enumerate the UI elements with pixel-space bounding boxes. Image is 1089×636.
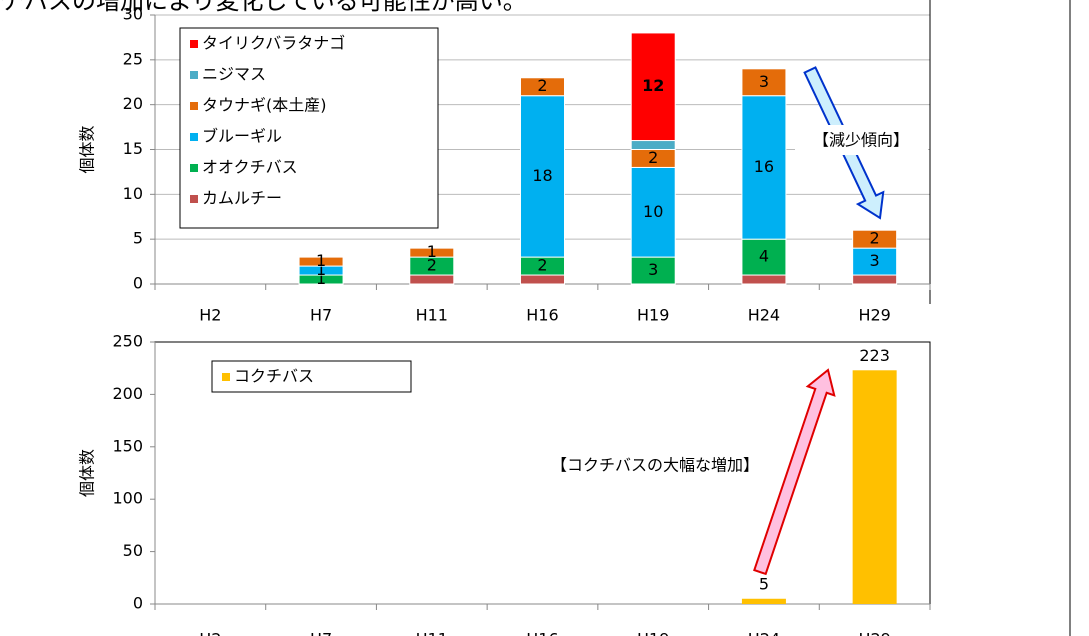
x-tick-label: H11 — [416, 630, 448, 636]
bar — [852, 370, 897, 604]
y-tick-label: 5 — [133, 229, 143, 248]
data-label: 4 — [759, 247, 769, 266]
x-tick-label: H2 — [199, 306, 221, 325]
x-tick-label: H24 — [748, 306, 780, 325]
y-tick-label: 20 — [123, 94, 143, 113]
legend-swatch — [190, 195, 198, 203]
x-tick-label: H29 — [858, 630, 890, 636]
y-tick-label: 250 — [112, 332, 143, 351]
x-tick-label: H2 — [199, 630, 221, 636]
y-tick-label: 100 — [112, 489, 143, 508]
data-label: 5 — [759, 574, 769, 593]
legend-swatch — [190, 102, 198, 110]
data-label: 2 — [537, 76, 547, 95]
bar — [741, 238, 787, 276]
legend-swatch — [190, 133, 198, 141]
legend-box — [211, 360, 412, 393]
bar — [298, 256, 344, 267]
bar — [741, 274, 787, 285]
bar — [630, 32, 676, 142]
legend-label: タイリクバラタナゴ — [202, 34, 345, 53]
x-tick-label: H16 — [526, 630, 558, 636]
y-tick-label: 10 — [123, 184, 143, 203]
legend-swatch — [190, 71, 198, 79]
y-tick-label: 200 — [112, 384, 143, 403]
bar — [741, 95, 787, 240]
data-label: 2 — [648, 148, 658, 167]
data-label: 10 — [643, 202, 663, 221]
y-tick-label: 0 — [133, 594, 143, 613]
data-label: 1 — [316, 269, 326, 288]
y-tick-label: 150 — [112, 436, 143, 455]
y-axis-title: 個体数 — [78, 125, 97, 173]
y-tick-label: 30 — [123, 5, 143, 24]
header-text: チバスの増加により変化している可能性が高い。 — [0, 0, 527, 15]
bar — [852, 229, 898, 249]
bar — [741, 68, 787, 97]
bar — [630, 256, 676, 285]
x-tick-label: H11 — [416, 306, 448, 325]
bar — [409, 274, 455, 285]
annotation: 【コクチバスの大幅な増加】 — [551, 456, 759, 475]
legend-swatch — [222, 373, 230, 381]
x-tick-label: H29 — [858, 306, 890, 325]
x-tick-label: H19 — [637, 630, 669, 636]
data-label: 1 — [316, 260, 326, 279]
data-label: 223 — [859, 346, 890, 365]
data-label: 18 — [532, 166, 552, 185]
bar — [852, 274, 898, 285]
annotation-box — [795, 125, 928, 155]
data-label: 3 — [648, 260, 658, 279]
legend-label: カムルチー — [202, 189, 282, 208]
bar — [630, 140, 676, 151]
bar — [520, 77, 565, 97]
data-label: 3 — [759, 72, 769, 91]
y-tick-label: 50 — [123, 541, 143, 560]
data-label: 2 — [427, 256, 437, 275]
y-tick-label: 15 — [123, 139, 143, 158]
bar — [630, 166, 676, 258]
annotation: 【減少傾向】 — [813, 131, 909, 150]
bar — [520, 274, 565, 285]
x-tick-label: H19 — [637, 306, 669, 325]
x-tick-label: H16 — [526, 306, 558, 325]
y-tick-label: 25 — [123, 49, 143, 68]
y-axis-title: 個体数 — [78, 449, 97, 497]
bar — [852, 247, 898, 276]
bar — [520, 95, 565, 258]
data-label: 2 — [870, 229, 880, 248]
bar — [409, 247, 455, 258]
annotation-arrow — [753, 368, 836, 576]
x-tick-label: H7 — [310, 630, 332, 636]
data-label: 3 — [870, 251, 880, 270]
x-tick-label: H7 — [310, 306, 332, 325]
data-label: 1 — [316, 251, 326, 270]
legend-label: コクチバス — [234, 367, 314, 386]
legend-label: タウナギ(本土産) — [202, 96, 327, 115]
legend-label: ブルーギル — [202, 127, 282, 146]
data-label: 16 — [754, 157, 774, 176]
legend-swatch — [190, 164, 198, 172]
legend-box — [179, 27, 439, 229]
data-label: 12 — [642, 76, 664, 95]
legend-label: ニジマス — [202, 65, 266, 84]
legend-label: オオクチバス — [202, 158, 298, 177]
data-label: 1 — [427, 242, 437, 261]
bar — [741, 598, 786, 604]
y-tick-label: 0 — [133, 274, 143, 293]
legend-swatch — [190, 40, 198, 48]
data-label: 2 — [537, 256, 547, 275]
x-tick-label: H24 — [748, 630, 780, 636]
